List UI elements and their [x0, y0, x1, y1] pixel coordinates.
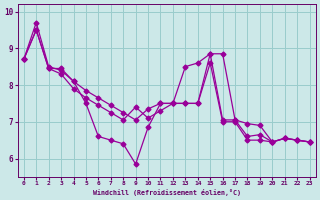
X-axis label: Windchill (Refroidissement éolien,°C): Windchill (Refroidissement éolien,°C) — [93, 189, 241, 196]
